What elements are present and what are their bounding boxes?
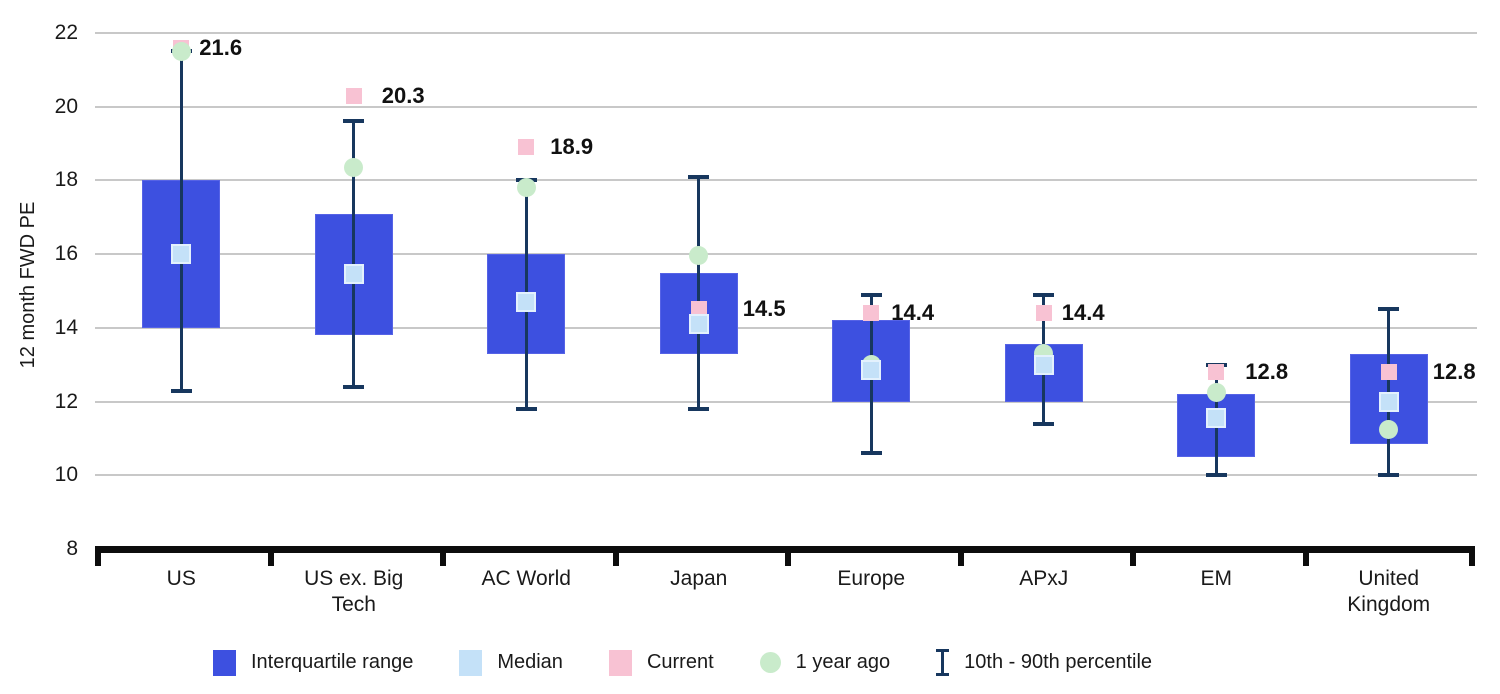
x-category-label: US ex. Big Tech: [304, 567, 404, 616]
median-marker: [1206, 408, 1227, 429]
whisker-line: [352, 121, 356, 387]
median-marker: [1378, 391, 1399, 412]
year-ago-marker: [1206, 382, 1226, 402]
x-category-label: AC World: [481, 567, 571, 590]
current-value-label: 18.9: [550, 134, 594, 160]
whisker-cap-bottom: [515, 406, 537, 411]
current-marker: [1035, 305, 1052, 322]
legend-label: Current: [646, 651, 714, 673]
gridline-14: [95, 326, 1477, 329]
x-axis-tick: [785, 546, 791, 566]
legend-item-current: Current: [608, 649, 714, 676]
y-tick-label: 8: [66, 537, 78, 560]
whisker-cap-top: [1378, 307, 1400, 312]
gridline-22: [95, 32, 1477, 34]
current-value-label: 14.4: [891, 300, 935, 326]
x-category-label: Europe: [837, 567, 906, 590]
whisker-icon-line: [941, 649, 945, 676]
whisker-cap-top: [688, 174, 710, 179]
legend-item-iqr: Interquartile range: [213, 649, 414, 676]
legend-item-year_ago: 1 year ago: [759, 651, 891, 674]
y-tick-label: 14: [54, 315, 78, 339]
gridline-12: [95, 400, 1477, 403]
median-marker: [688, 314, 709, 335]
whisker-cap-bottom: [1033, 421, 1055, 426]
legend-label: Interquartile range: [251, 651, 414, 673]
whisker-line: [697, 176, 701, 409]
gridline-18: [95, 179, 1477, 182]
y-tick-label: 10: [54, 463, 78, 487]
legend-label: 1 year ago: [795, 651, 891, 673]
whisker-cap-bottom: [1378, 473, 1400, 478]
x-category-label: Japan: [670, 567, 728, 590]
x-axis-tick: [440, 546, 446, 566]
median-swatch-icon: [459, 649, 483, 676]
y-tick-label: 22: [54, 21, 78, 44]
whisker-cap-bottom: [1205, 473, 1227, 478]
x-axis-tick: [1302, 546, 1309, 566]
x-axis-tick: [95, 546, 101, 566]
current-marker: [345, 87, 362, 104]
x-axis-tick: [267, 546, 274, 566]
whisker-cap-top: [343, 119, 365, 124]
current-value-label: 12.8: [1245, 359, 1289, 385]
current-marker: [863, 305, 880, 322]
current-value-label: 14.4: [1061, 300, 1105, 326]
whisker-cap-bottom: [688, 406, 710, 411]
current-value-label: 20.3: [381, 82, 425, 108]
median-marker: [343, 264, 364, 285]
x-category-label: APxJ: [1019, 567, 1069, 590]
year-ago-marker: [689, 246, 709, 266]
x-axis-tick: [957, 546, 964, 566]
whisker-icon-cap-bottom: [936, 673, 950, 676]
x-category-label: EM: [1200, 567, 1233, 590]
whisker-cap-top: [1033, 292, 1055, 297]
current-marker: [690, 301, 707, 318]
interquartile-swatch-icon: [213, 649, 236, 676]
median-marker: [516, 292, 537, 313]
gridline-10: [95, 474, 1477, 477]
x-axis-tick: [612, 546, 619, 566]
legend-item-median: Median: [459, 649, 563, 676]
legend-label: 10th - 90th percentile: [964, 651, 1153, 673]
median-marker: [861, 360, 882, 381]
median-marker: [1033, 354, 1054, 375]
current-value-label: 14.5: [742, 296, 786, 322]
current-value-label: 21.6: [199, 34, 243, 60]
legend-label: Median: [497, 651, 563, 673]
legend: Interquartile range Median Current 1 year a…: [213, 649, 1152, 676]
year-ago-marker: [516, 178, 536, 198]
year-ago-marker: [1379, 419, 1399, 439]
median-marker: [171, 244, 192, 265]
year-ago-marker: [171, 41, 191, 61]
x-category-label: US: [166, 567, 196, 590]
y-tick-label: 12: [54, 389, 78, 413]
whisker-cap-bottom: [170, 388, 192, 393]
legend-item-whisker: 10th - 90th percentile: [936, 649, 1152, 676]
x-axis-tick: [1469, 546, 1475, 566]
y-tick-label: 20: [54, 94, 78, 118]
current-marker: [518, 139, 535, 156]
whisker-cap-bottom: [860, 451, 882, 456]
whisker-swatch-icon: [936, 649, 950, 676]
whisker-cap-bottom: [343, 384, 365, 389]
y-tick-label: 18: [54, 168, 78, 192]
current-swatch-icon: [608, 649, 632, 676]
gridline-20: [95, 105, 1477, 108]
gridline-16: [95, 253, 1477, 256]
year-ago-marker: [344, 158, 364, 178]
x-category-label: United Kingdom: [1347, 567, 1431, 616]
current-marker: [1380, 364, 1397, 381]
current-marker: [1208, 364, 1225, 381]
x-axis-tick: [1130, 546, 1136, 566]
current-value-label: 12.8: [1432, 359, 1476, 385]
y-tick-label: 16: [54, 242, 78, 266]
whisker-line: [179, 51, 183, 391]
whisker-cap-top: [860, 292, 882, 297]
year-ago-swatch-icon: [759, 652, 781, 673]
